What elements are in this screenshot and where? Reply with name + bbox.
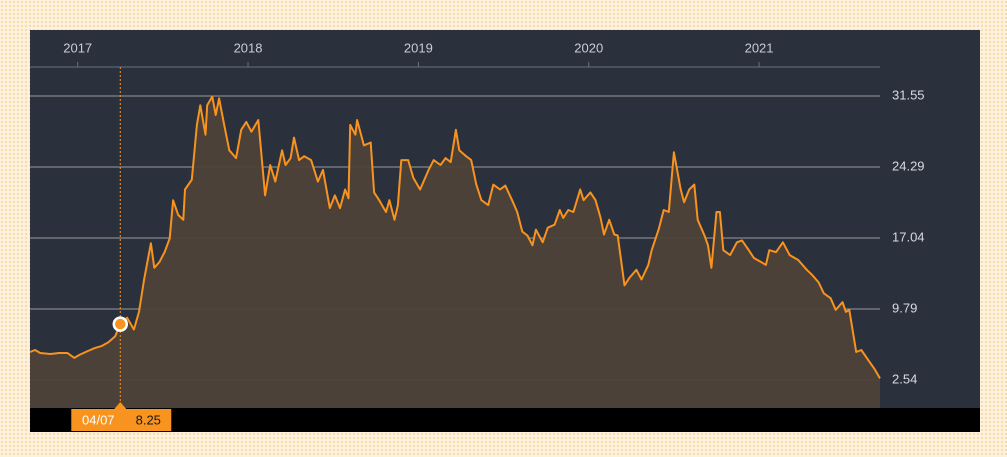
x-tick-label: 2021 bbox=[745, 40, 774, 55]
y-tick-label: 17.04 bbox=[892, 229, 925, 244]
area-fill bbox=[30, 96, 880, 408]
x-tick-label: 2018 bbox=[234, 40, 263, 55]
tooltip-date: 04/07 bbox=[82, 412, 115, 427]
footer-strip bbox=[30, 408, 980, 432]
y-tick-label: 2.54 bbox=[892, 371, 917, 386]
y-tick-label: 9.79 bbox=[892, 300, 917, 315]
x-tick-label: 2017 bbox=[63, 40, 92, 55]
tooltip-box bbox=[71, 409, 172, 431]
tooltip-pointer bbox=[114, 402, 127, 409]
price-line bbox=[29, 95, 881, 379]
x-tick-label: 2020 bbox=[574, 40, 603, 55]
y-tick-label: 24.29 bbox=[892, 158, 925, 173]
y-tick-label: 31.55 bbox=[892, 87, 925, 102]
tooltip-value: 8.25 bbox=[136, 412, 161, 427]
x-tick-label: 2019 bbox=[404, 40, 433, 55]
hover-point bbox=[112, 316, 129, 332]
